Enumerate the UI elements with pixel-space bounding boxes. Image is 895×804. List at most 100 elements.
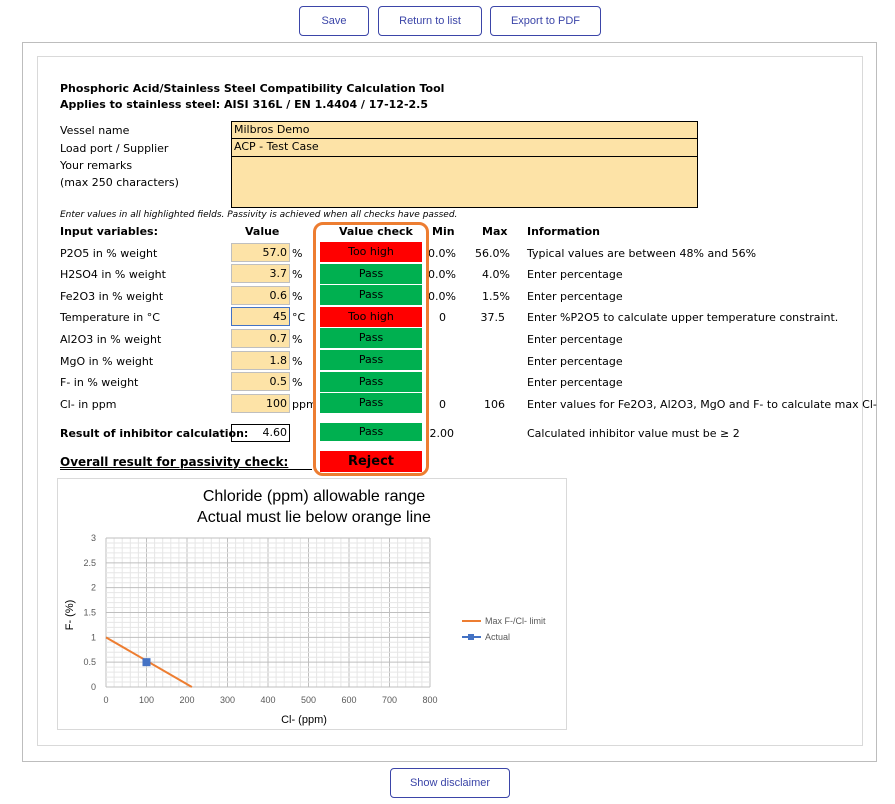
remarks-field[interactable] (231, 156, 698, 208)
check-fluoride: Pass (320, 372, 422, 392)
chart-ticks: 0 100 200 300 400 500 600 700 800 0 0.5 1 1.5 2 2.5 3 (83, 533, 437, 705)
unit-fluoride: % (292, 376, 303, 389)
value-field-temperature[interactable]: 45 (231, 307, 290, 326)
check-chloride: Pass (320, 393, 422, 413)
check-temperature: Too high (320, 307, 422, 327)
unit-chloride: ppm (292, 398, 317, 411)
value-field-h2so4[interactable]: 3.7 (231, 264, 290, 283)
y-tick-label: 1 (91, 632, 96, 642)
unit-h2so4: % (292, 268, 303, 281)
input-variables-header: Input variables: (60, 225, 158, 238)
x-tick-label: 300 (220, 695, 235, 705)
info-p2o5: Typical values are between 48% and 56% (527, 247, 757, 260)
y-tick-label: 3 (91, 533, 96, 543)
row-label-fe2o3: Fe2O3 in % weight (60, 290, 164, 303)
max-header: Max (482, 225, 508, 238)
x-tick-label: 400 (260, 695, 275, 705)
legend-marker (468, 634, 474, 640)
row-label-chloride: Cl- in ppm (60, 398, 117, 411)
chart-series (105, 636, 193, 688)
chart-title: Chloride (ppm) allowable range (203, 488, 425, 505)
check-p2o5: Too high (320, 242, 422, 262)
tool-subtitle: Applies to stainless steel: AISI 316L / … (60, 98, 429, 111)
info-fluoride: Enter percentage (527, 376, 623, 389)
check-al2o3: Pass (320, 328, 422, 348)
overall-result-badge: Reject (320, 451, 422, 472)
x-tick-label: 800 (422, 695, 437, 705)
vessel-name-label: Vessel name (60, 124, 130, 137)
x-tick-label: 500 (301, 695, 316, 705)
load-port-label: Load port / Supplier (60, 142, 169, 155)
value-field-fe2o3[interactable]: 0.6 (231, 286, 290, 305)
max-fe2o3: 1.5% (482, 290, 510, 303)
show-disclaimer-button[interactable]: Show disclaimer (390, 768, 510, 798)
y-tick-label: 2 (91, 583, 96, 593)
value-field-p2o5[interactable]: 57.0 (231, 243, 290, 262)
y-tick-label: 0.5 (83, 657, 96, 667)
overall-underline (60, 469, 312, 470)
info-fe2o3: Enter percentage (527, 290, 623, 303)
min-temperature: 0 (439, 311, 446, 324)
row-label-al2o3: Al2O3 in % weight (60, 333, 162, 346)
x-tick-label: 100 (139, 695, 154, 705)
min-h2so4: 0.0% (428, 268, 456, 281)
return-to-list-button[interactable]: Return to list (378, 6, 482, 36)
info-h2so4: Enter percentage (527, 268, 623, 281)
row-label-temperature: Temperature in °C (60, 311, 160, 324)
chart-x-label: Cl- (ppm) (281, 714, 327, 726)
max-h2so4: 4.0% (482, 268, 510, 281)
check-inhibitor: Pass (320, 423, 422, 441)
max-chloride: 106 (484, 398, 505, 411)
legend-label: Actual (485, 632, 510, 642)
legend-label: Max F-/Cl- limit (485, 616, 546, 626)
info-chloride: Enter values for Fe2O3, Al2O3, MgO and F… (527, 398, 877, 411)
form-container (22, 42, 877, 762)
chart-canvas: Chloride (ppm) allowable range Actual mu… (64, 488, 546, 726)
x-tick-label: 600 (341, 695, 356, 705)
x-tick-label: 700 (382, 695, 397, 705)
check-mgo: Pass (320, 350, 422, 370)
y-tick-label: 2.5 (83, 558, 96, 568)
chloride-chart: Chloride (ppm) allowable range Actual mu… (57, 478, 567, 730)
export-pdf-button[interactable]: Export to PDF (490, 6, 601, 36)
unit-fe2o3: % (292, 290, 303, 303)
y-tick-label: 0 (91, 682, 96, 692)
remarks-label: Your remarks (60, 159, 133, 172)
y-tick-label: 1.5 (83, 608, 96, 618)
min-p2o5: 0.0% (428, 247, 456, 260)
actual-point (142, 658, 151, 667)
value-check-header: Value check (339, 225, 413, 238)
min-inhibitor: 2.00 (429, 427, 455, 440)
load-port-field[interactable]: ACP - Test Case (231, 138, 698, 157)
vessel-name-field[interactable]: Milbros Demo (231, 121, 698, 139)
unit-temperature: °C (292, 311, 306, 324)
min-fe2o3: 0.0% (428, 290, 456, 303)
info-temperature: Enter %P2O5 to calculate upper temperatu… (527, 311, 839, 324)
max-p2o5: 56.0% (475, 247, 510, 260)
value-field-chloride[interactable]: 100 (231, 394, 290, 413)
max-temperature: 37.5 (480, 311, 506, 324)
unit-mgo: % (292, 355, 303, 368)
row-label-fluoride: F- in % weight (60, 376, 139, 389)
chart-subtitle: Actual must lie below orange line (197, 509, 431, 526)
remarks-hint: (max 250 characters) (60, 176, 179, 189)
value-field-fluoride[interactable]: 0.5 (231, 372, 290, 391)
x-tick-label: 0 (103, 695, 108, 705)
row-label-p2o5: P2O5 in % weight (60, 247, 158, 260)
check-h2so4: Pass (320, 264, 422, 284)
instruction-note: Enter values in all highlighted fields. … (60, 210, 458, 220)
save-button[interactable]: Save (299, 6, 369, 36)
information-header: Information (527, 225, 600, 238)
chart-y-label: F- (%) (64, 600, 76, 631)
check-fe2o3: Pass (320, 285, 422, 305)
x-tick-label: 200 (179, 695, 194, 705)
unit-al2o3: % (292, 333, 303, 346)
inhibitor-label: Result of inhibitor calculation: (60, 427, 249, 440)
value-field-mgo[interactable]: 1.8 (231, 351, 290, 370)
tool-title: Phosphoric Acid/Stainless Steel Compatib… (60, 82, 445, 95)
chart-grid (105, 537, 431, 688)
value-field-al2o3[interactable]: 0.7 (231, 329, 290, 348)
info-al2o3: Enter percentage (527, 333, 623, 346)
value-header: Value (245, 225, 280, 238)
overall-result-label: Overall result for passivity check: (60, 455, 289, 469)
